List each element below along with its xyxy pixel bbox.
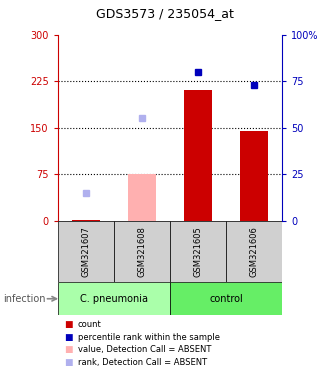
Text: GDS3573 / 235054_at: GDS3573 / 235054_at [96,7,234,20]
Text: ■: ■ [64,320,73,329]
Text: ■: ■ [64,333,73,342]
Text: C. pneumonia: C. pneumonia [80,293,148,304]
Text: value, Detection Call = ABSENT: value, Detection Call = ABSENT [78,345,211,354]
Text: infection: infection [3,294,46,304]
Text: GSM321607: GSM321607 [81,226,90,277]
Text: rank, Detection Call = ABSENT: rank, Detection Call = ABSENT [78,358,207,367]
Text: count: count [78,320,101,329]
Bar [184,91,212,221]
Bar [170,282,282,315]
Text: ■: ■ [64,358,73,367]
Bar [58,282,170,315]
Text: ■: ■ [64,345,73,354]
Text: GSM321606: GSM321606 [249,226,259,277]
Bar [72,220,100,221]
Bar [128,174,156,221]
Bar [58,221,114,282]
Bar [170,221,226,282]
Bar [240,131,268,221]
Text: GSM321608: GSM321608 [137,226,147,277]
Text: GSM321605: GSM321605 [193,226,203,277]
Text: control: control [209,293,243,304]
Bar [226,221,282,282]
Text: percentile rank within the sample: percentile rank within the sample [78,333,219,342]
Bar [114,221,170,282]
